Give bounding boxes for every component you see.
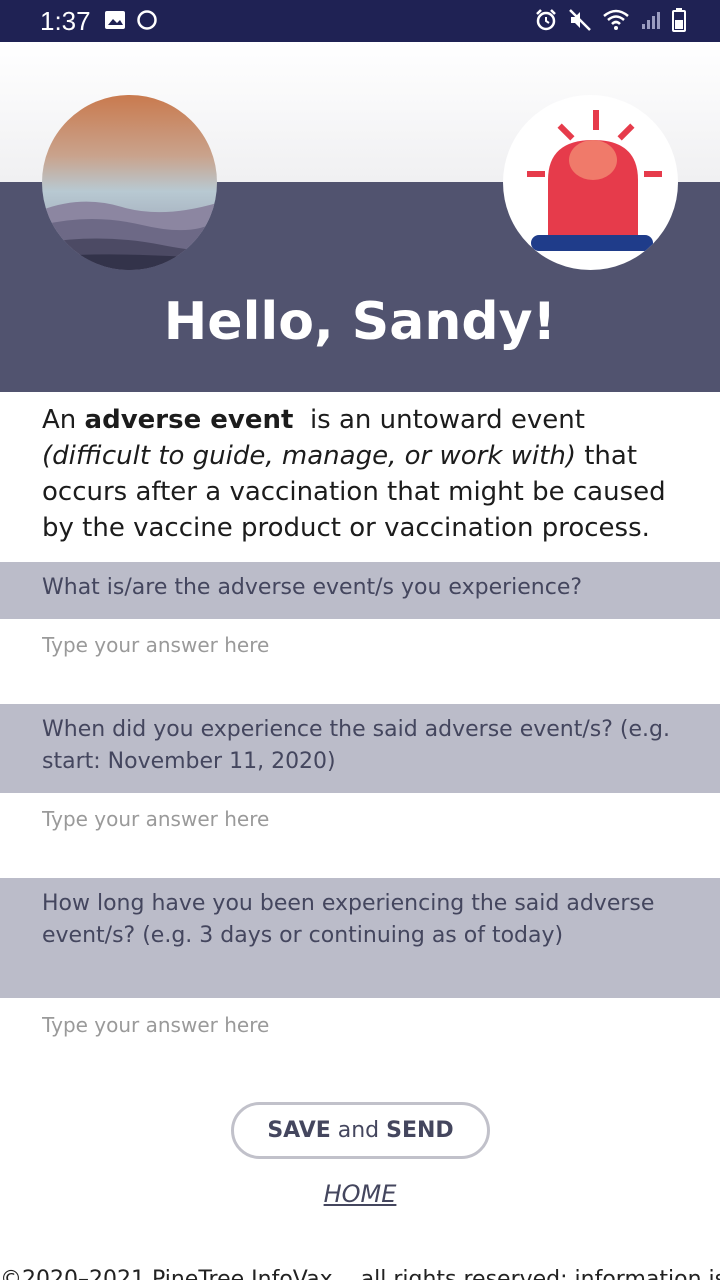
adverse-event-definition: An adverse event is an untoward event (d… <box>42 402 692 546</box>
definition-suffix: that occurs after a vaccination that mig… <box>42 441 666 543</box>
definition-middle: is an untoward event <box>293 405 594 435</box>
alarm-icon <box>534 8 558 36</box>
send-label: SEND <box>386 1118 454 1143</box>
wifi-icon <box>602 8 630 36</box>
question-2-label: When did you experience the said adverse… <box>0 704 720 793</box>
question-3-label: How long have you been experiencing the … <box>0 878 720 998</box>
save-label: SAVE <box>267 1118 331 1143</box>
status-bar: 1:37 <box>0 0 720 42</box>
home-link[interactable]: HOME <box>323 1180 397 1208</box>
answer-1-input[interactable] <box>42 630 672 660</box>
avatar[interactable] <box>42 95 217 270</box>
save-and-send-button[interactable]: SAVE and SEND <box>231 1102 490 1159</box>
definition-italic: (difficult to guide, manage, or work wit… <box>42 441 576 471</box>
mute-icon <box>568 8 592 36</box>
greeting-title: Hello, Sandy! <box>163 292 557 352</box>
circle-icon <box>136 9 158 35</box>
definition-term: adverse event <box>84 405 294 435</box>
answer-3-input[interactable] <box>42 1010 672 1040</box>
and-label: and <box>330 1118 387 1143</box>
status-time: 1:37 <box>40 6 91 36</box>
alarm-icon <box>503 95 678 270</box>
answer-2-input[interactable] <box>42 804 672 834</box>
definition-prefix: An <box>42 405 85 435</box>
battery-icon <box>672 8 686 36</box>
signal-icon <box>640 9 662 35</box>
image-icon <box>104 9 126 35</box>
footer-text: ©2020–2021 PineTree InfoVax... all right… <box>0 1267 720 1280</box>
question-1-label: What is/are the adverse event/s you expe… <box>0 562 720 619</box>
